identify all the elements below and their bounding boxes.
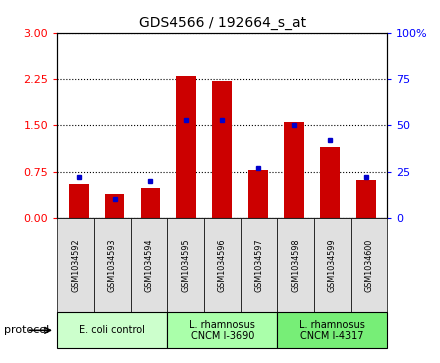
Text: L. rhamnosus
CNCM I-4317: L. rhamnosus CNCM I-4317 [299,319,365,341]
Bar [320,147,340,218]
Bar [213,81,232,218]
Text: GSM1034600: GSM1034600 [364,238,374,291]
Bar [284,122,304,218]
Text: protocol: protocol [4,325,50,335]
Bar [248,170,268,218]
Bar [105,194,125,218]
Text: GSM1034596: GSM1034596 [218,238,227,292]
Text: GSM1034594: GSM1034594 [144,238,154,292]
Bar [356,180,376,218]
Text: GSM1034593: GSM1034593 [108,238,117,292]
Bar [176,76,196,218]
Text: GSM1034595: GSM1034595 [181,238,190,292]
Text: GSM1034598: GSM1034598 [291,238,300,292]
Text: GSM1034592: GSM1034592 [71,238,80,292]
Title: GDS4566 / 192664_s_at: GDS4566 / 192664_s_at [139,16,306,30]
Text: GSM1034597: GSM1034597 [254,238,264,292]
Bar [69,184,88,218]
Text: E. coli control: E. coli control [79,325,145,335]
Text: GSM1034599: GSM1034599 [328,238,337,292]
Bar [141,188,160,218]
Text: L. rhamnosus
CNCM I-3690: L. rhamnosus CNCM I-3690 [189,319,255,341]
